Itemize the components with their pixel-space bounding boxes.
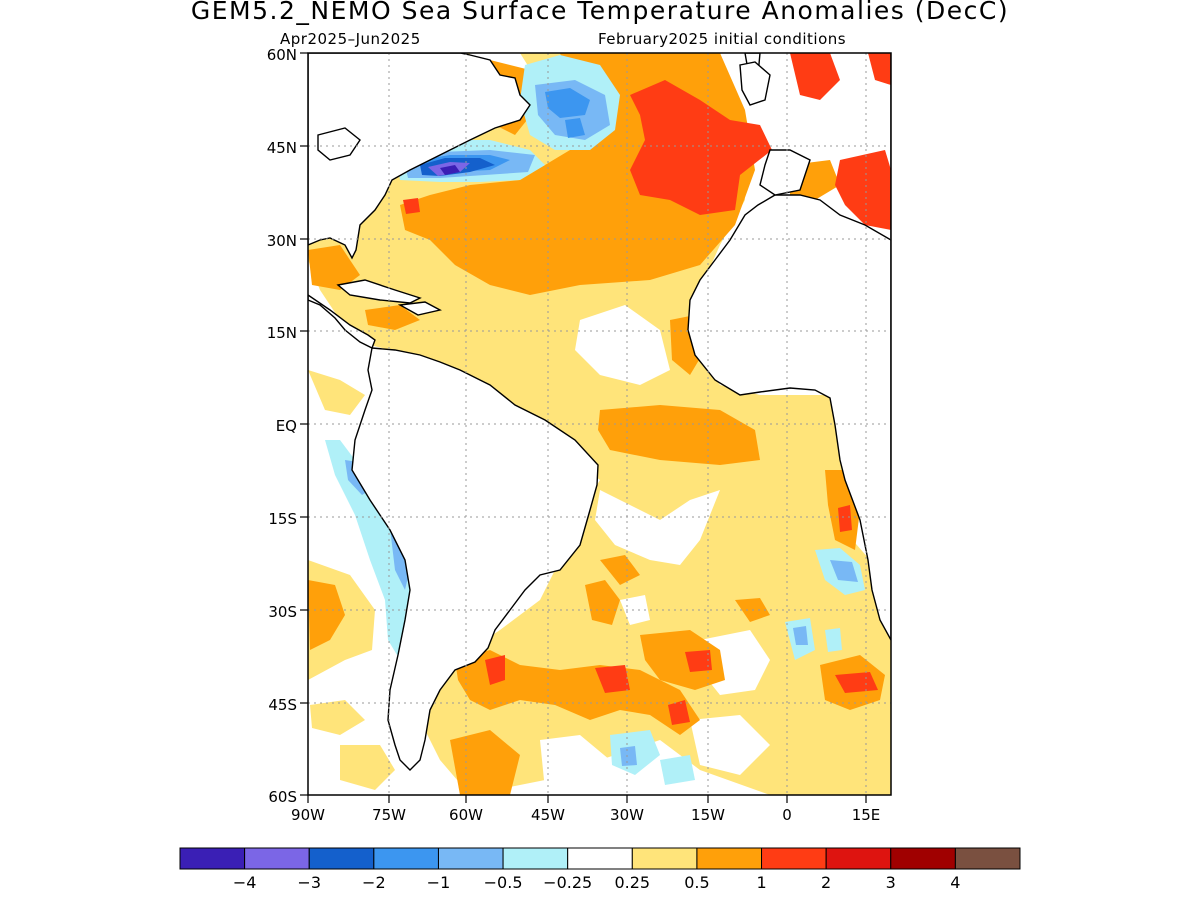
colorbar-swatch [890, 847, 956, 870]
colorbar-label: 0.25 [614, 873, 650, 892]
central-america-outline [308, 294, 376, 349]
lon-label: 15W [691, 806, 725, 824]
lon-label: 75W [372, 806, 406, 824]
hispaniola-outline [397, 301, 442, 316]
longitude-labels: 90W 75W 60W 45W 30W 15W 0 15E [291, 806, 880, 824]
graticule [308, 53, 891, 795]
continent-outlines [308, 53, 891, 771]
cuba-outline [336, 279, 422, 304]
lat-label: 45N [267, 139, 297, 157]
colorbar-label: 4 [950, 873, 960, 892]
lon-label: 60W [449, 806, 483, 824]
lat-label: 60N [267, 46, 297, 64]
lat-label: 15S [268, 510, 297, 528]
north-america-outline [308, 53, 531, 260]
anomaly-field [308, 53, 891, 795]
colorbar-swatch [954, 847, 1021, 870]
anomaly-zone-1-2 [403, 53, 891, 725]
forecast-period: Apr2025–Jun2025 [280, 30, 421, 48]
british-isles-outline [739, 61, 771, 106]
colorbar-label: 3 [886, 873, 896, 892]
colorbar: −4 −3 −2 −1 −0.5 −0.25 0.25 0.5 1 2 3 4 [179, 847, 1021, 892]
africa-europe-outline [687, 53, 891, 641]
lat-label: 45S [268, 696, 297, 714]
colorbar-swatch [308, 847, 375, 870]
lat-label: 60S [268, 788, 297, 806]
colorbar-label: −0.25 [543, 873, 592, 892]
lon-label: 15E [852, 806, 881, 824]
lon-label: 45W [531, 806, 565, 824]
colorbar-swatch [567, 847, 633, 870]
lat-label: 30N [267, 232, 297, 250]
lon-label: 30W [610, 806, 644, 824]
colorbar-swatch [373, 847, 439, 870]
colorbar-label: 2 [821, 873, 831, 892]
lat-label: 30S [268, 603, 297, 621]
great-lakes-outline [317, 127, 361, 161]
latitude-labels: 60N 45N 30N 15N EQ 15S 30S 45S 60S [267, 46, 297, 806]
south-america-outline [351, 347, 599, 771]
anomaly-zone-neg-4 [440, 165, 460, 175]
colorbar-label: −2 [362, 873, 386, 892]
colorbar-swatch [437, 847, 504, 870]
colorbar-swatch [502, 847, 569, 870]
colorbar-label: −0.5 [484, 873, 523, 892]
colorbar-swatch [631, 847, 698, 870]
initial-conditions: February2025 initial conditions [598, 30, 847, 48]
lon-label: 90W [291, 806, 325, 824]
colorbar-label: 1 [756, 873, 766, 892]
colorbar-swatch [179, 847, 246, 870]
colorbar-label: −3 [297, 873, 321, 892]
colorbar-label: −4 [233, 873, 257, 892]
colorbar-label: −1 [427, 873, 451, 892]
colorbar-label: 0.5 [684, 873, 709, 892]
colorbar-swatch [825, 847, 892, 870]
lat-label: 15N [267, 324, 297, 342]
colorbar-swatch [244, 847, 310, 870]
lon-label: 0 [782, 806, 792, 824]
colorbar-swatch [761, 847, 827, 870]
map-title: GEM5.2_NEMO Sea Surface Temperature Anom… [190, 0, 1010, 25]
axis-ticks [300, 52, 867, 803]
lat-label: EQ [276, 417, 297, 435]
colorbar-swatch [696, 847, 763, 870]
